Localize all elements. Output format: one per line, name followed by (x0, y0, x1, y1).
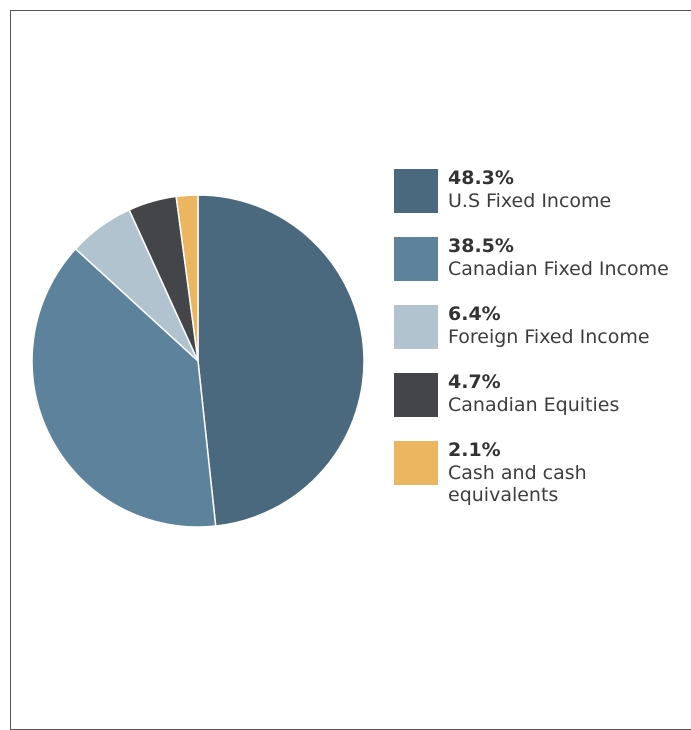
legend-swatch-foreign-fixed-income (394, 305, 438, 349)
legend-label-us-fixed-income: U.S Fixed Income (448, 190, 612, 212)
pie-slice-canadian-fixed-income (31, 247, 217, 528)
legend-value-us-fixed-income: 48.3% (448, 167, 514, 189)
legend-swatch-canadian-equities (394, 373, 438, 417)
legend-swatch-cash (394, 441, 438, 485)
legend-swatch-us-fixed-income (394, 169, 438, 213)
legend-label-foreign-fixed-income: Foreign Fixed Income (448, 326, 650, 348)
pie-chart (31, 194, 365, 528)
legend-value-canadian-equities: 4.7% (448, 371, 501, 393)
legend-label-canadian-equities: Canadian Equities (448, 394, 620, 416)
legend-value-canadian-fixed-income: 38.5% (448, 235, 514, 257)
legend-label-canadian-fixed-income: Canadian Fixed Income (448, 258, 669, 280)
legend-label-cash: Cash and cash equivalents (448, 462, 587, 506)
legend-swatch-canadian-fixed-income (394, 237, 438, 281)
legend-value-foreign-fixed-income: 6.4% (448, 303, 501, 325)
pie-slice-us-fixed-income (197, 194, 365, 527)
pie-slice-cash (175, 194, 199, 362)
legend-value-cash: 2.1% (448, 439, 501, 461)
